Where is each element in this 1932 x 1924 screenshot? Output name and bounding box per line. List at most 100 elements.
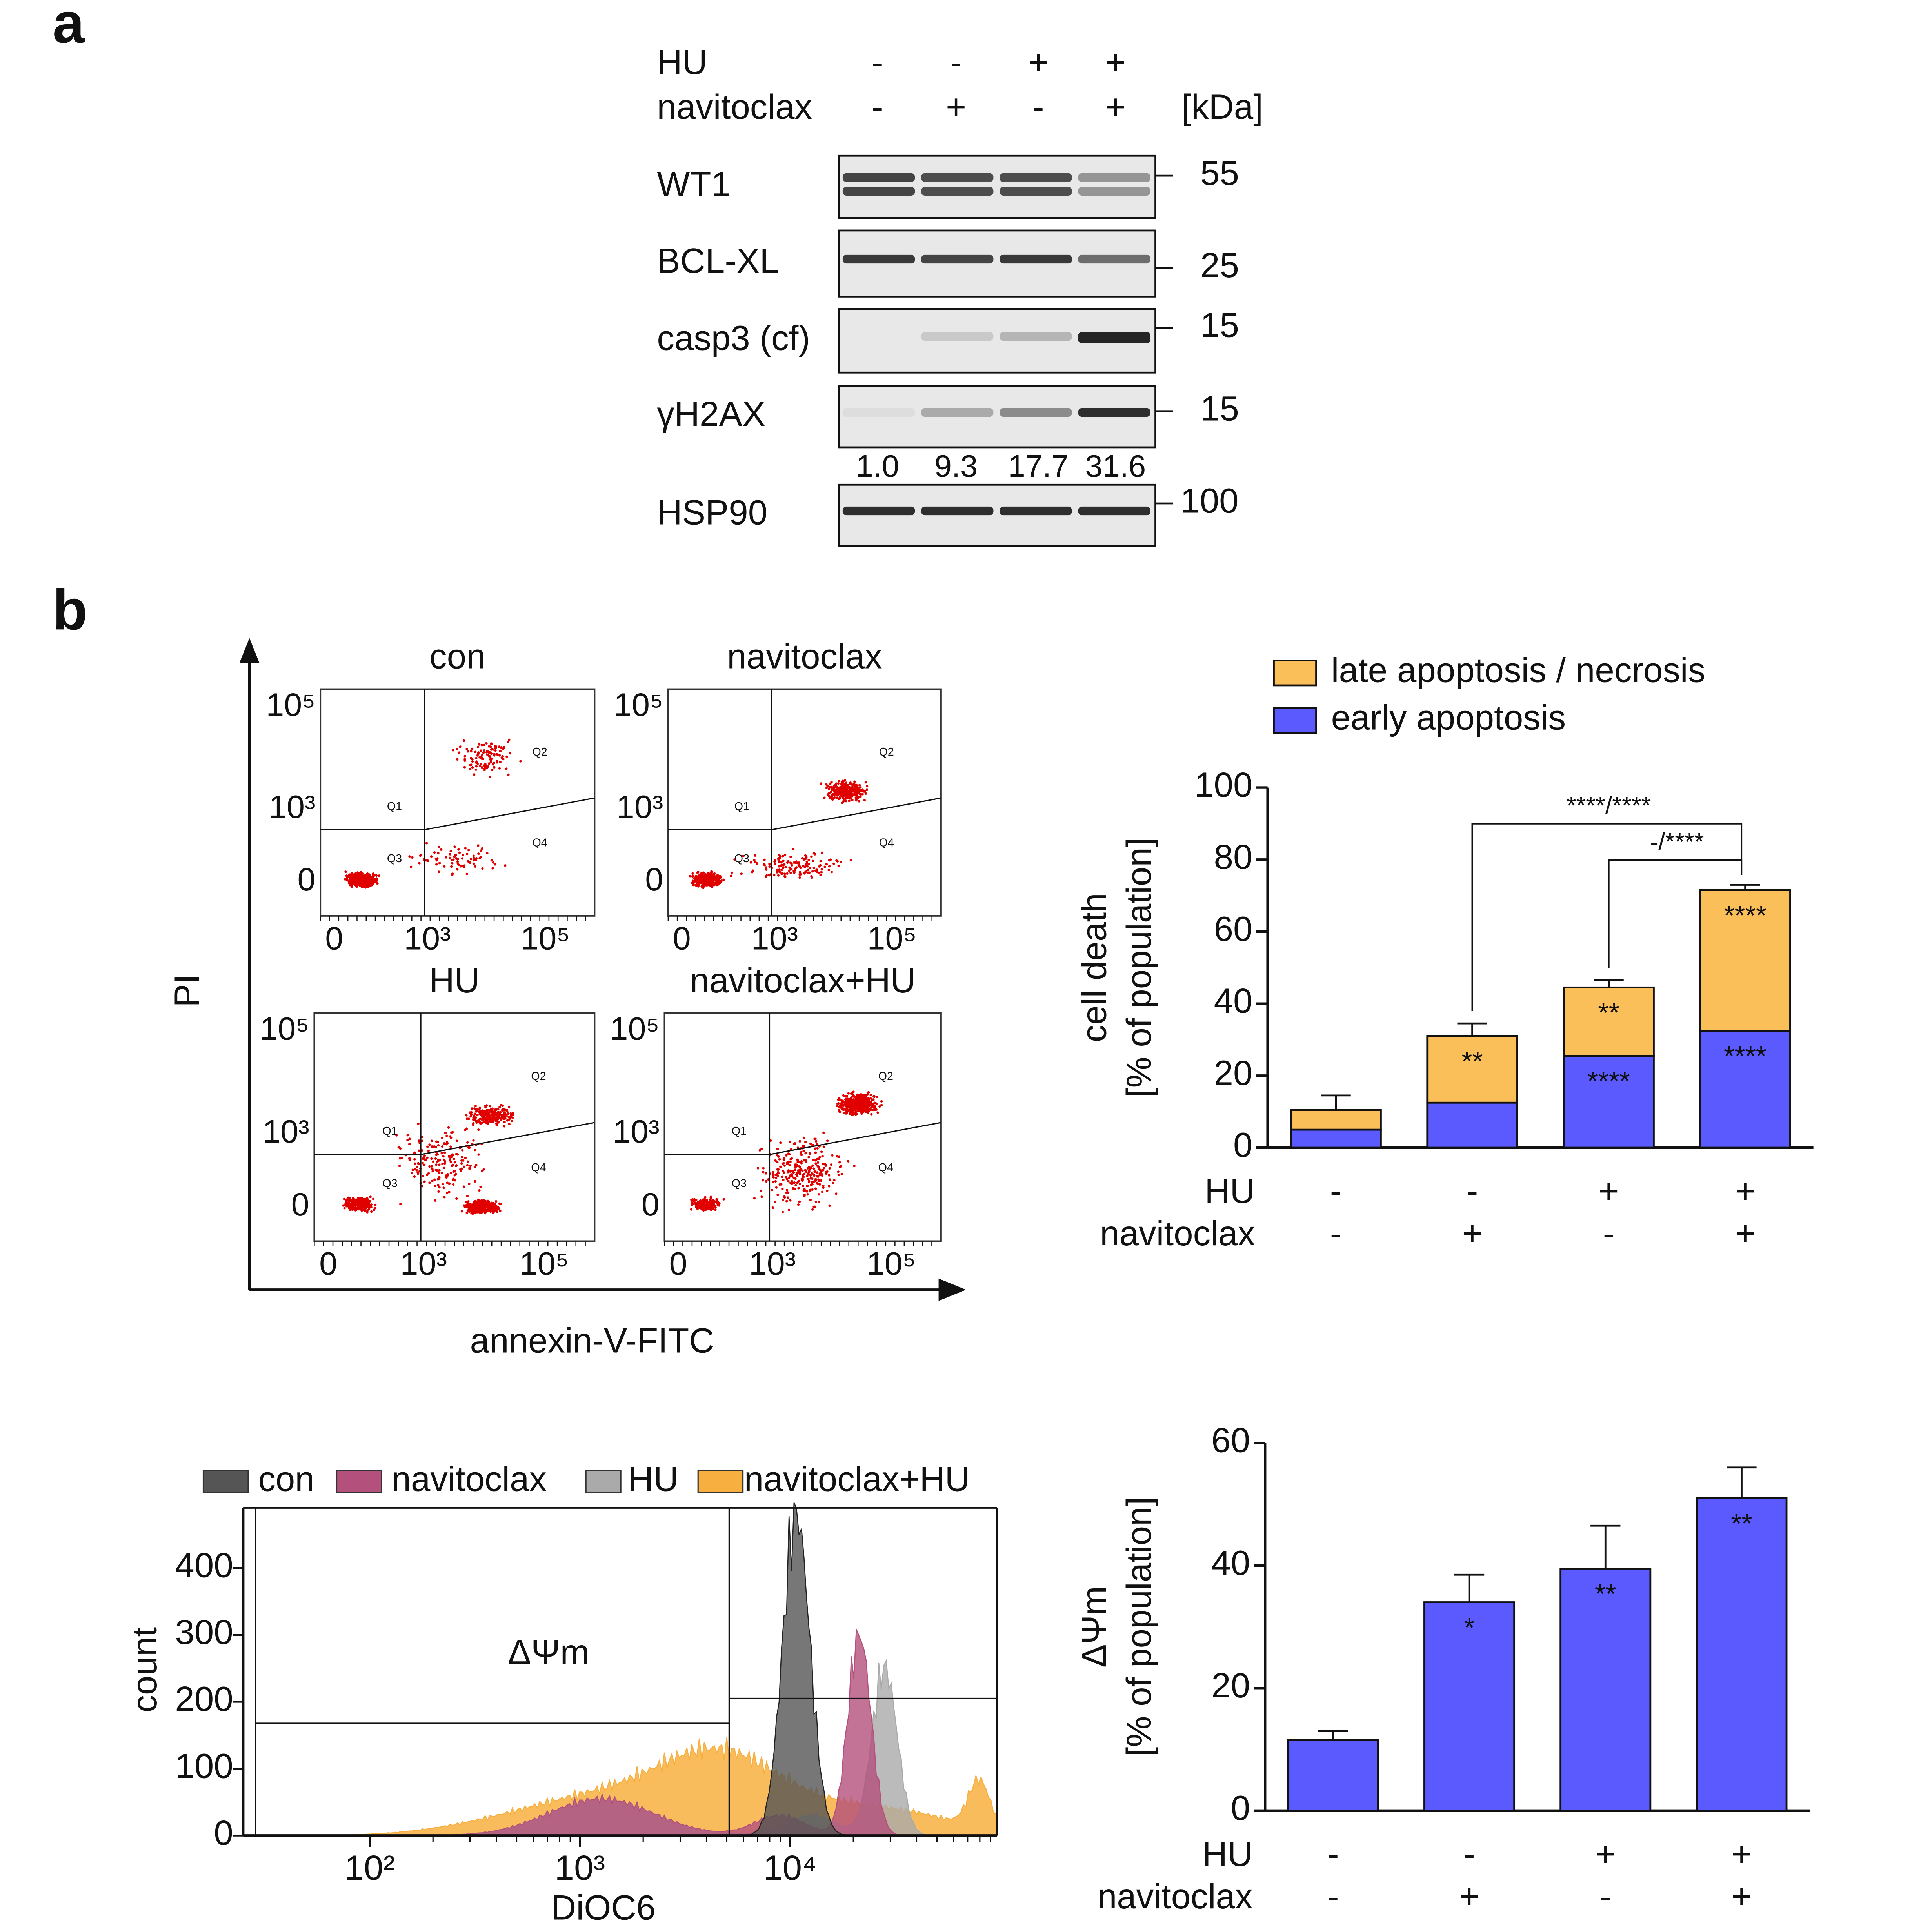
legend-swatch	[1273, 660, 1317, 687]
flow-dot	[469, 1111, 471, 1114]
flow-dot	[489, 745, 492, 748]
axis-label: DiOC6	[551, 1888, 656, 1924]
flow-dot	[465, 1212, 468, 1214]
flow-dot	[700, 1202, 703, 1205]
legend-swatch	[585, 1470, 622, 1493]
treatment-label: HU	[657, 42, 707, 82]
flow-dot	[689, 875, 691, 878]
flow-dot	[484, 1106, 487, 1109]
legend-label: HU	[628, 1459, 679, 1498]
flow-dot	[694, 875, 697, 878]
legend-label: con	[258, 1459, 314, 1498]
flow-dot	[445, 1143, 448, 1146]
flow-dot	[417, 1162, 420, 1165]
flow-dot	[798, 1183, 802, 1185]
bar-segment	[1563, 1055, 1655, 1149]
flow-dot	[780, 868, 783, 872]
flow-dot	[864, 1100, 867, 1103]
flow-dot	[783, 872, 786, 875]
flow-dot	[798, 1200, 801, 1203]
flow-dot	[456, 868, 459, 871]
flow-dot	[496, 754, 499, 756]
flow-dot	[778, 865, 780, 868]
flow-dot	[346, 1203, 349, 1206]
flow-dot	[473, 1148, 476, 1152]
flow-dot	[690, 1208, 692, 1211]
flow-dot	[819, 874, 822, 876]
flow-dot	[702, 871, 705, 874]
flow-dot	[852, 1090, 855, 1093]
treatment-sign: +	[1105, 87, 1126, 126]
flow-dot	[470, 750, 473, 753]
flow-dot	[466, 852, 469, 856]
flow-dot	[474, 1180, 476, 1183]
flow-dot	[804, 1152, 807, 1155]
treatment-label: navitoclax	[657, 87, 812, 126]
flow-dot	[863, 1097, 865, 1100]
flow-dot	[395, 1134, 398, 1137]
flow-dot	[375, 877, 378, 880]
condition-sign: -	[1327, 1834, 1339, 1873]
flow-dot	[512, 1112, 514, 1115]
flow-dot	[373, 881, 376, 884]
flow-dot	[499, 1114, 502, 1117]
y-tick-label: 0	[645, 861, 663, 898]
flow-dot	[821, 851, 823, 854]
flow-dot	[438, 861, 441, 865]
flow-dot	[758, 1149, 762, 1152]
condition-sign: +	[1731, 1834, 1752, 1873]
flow-dot	[376, 882, 379, 885]
flow-dot	[507, 1112, 510, 1115]
flow-dot	[463, 1165, 465, 1168]
flow-dot	[870, 1113, 873, 1116]
flow-dot	[469, 768, 472, 770]
flow-title: con	[429, 637, 485, 676]
flow-dot	[476, 1201, 478, 1204]
y-tick-label: 0	[1231, 1788, 1250, 1827]
flow-dot	[790, 1157, 793, 1160]
flow-dot	[805, 862, 808, 865]
flow-dot	[408, 1143, 411, 1145]
flow-dot	[457, 848, 460, 851]
flow-dot	[468, 1166, 471, 1170]
flow-dot	[814, 1140, 818, 1143]
flow-dot	[416, 1166, 419, 1169]
flow-dot	[832, 862, 835, 865]
flow-dot	[801, 857, 803, 860]
flow-dot	[468, 1208, 471, 1211]
blot-label: γH2AX	[657, 394, 765, 434]
flow-dot	[774, 1180, 777, 1183]
flow-dot	[842, 793, 844, 796]
flow-dot	[807, 1177, 810, 1181]
flow-dot	[809, 1166, 812, 1169]
legend-label: navitoclax+HU	[744, 1459, 970, 1498]
flow-dot	[406, 1134, 409, 1137]
flow-dot	[450, 865, 453, 868]
flow-dot	[486, 749, 489, 752]
flow-dot	[783, 875, 786, 878]
flow-dot	[861, 1095, 864, 1097]
flow-dot	[467, 848, 470, 852]
flow-dot	[778, 854, 781, 856]
condition-label: HU	[1202, 1834, 1253, 1873]
flow-dot	[351, 885, 353, 888]
flow-dot	[803, 1194, 806, 1197]
treatment-sign: +	[946, 87, 966, 126]
flow-dot	[777, 1172, 780, 1175]
flow-dot	[487, 1202, 490, 1205]
blot-band	[842, 187, 915, 196]
flow-dot	[702, 876, 704, 879]
flow-dot	[803, 1188, 806, 1191]
flow-dot	[854, 792, 857, 795]
flow-dot	[811, 859, 814, 862]
flow-dot	[441, 1163, 444, 1165]
flow-dot	[807, 1173, 810, 1176]
flow-dot	[763, 863, 765, 865]
flow-dot	[843, 799, 845, 803]
flow-dot	[807, 862, 810, 865]
flow-dot	[863, 1110, 865, 1113]
flow-dot	[493, 766, 496, 769]
flow-dot	[483, 749, 485, 752]
flow-dot	[813, 1205, 816, 1208]
flow-dot	[451, 749, 454, 752]
